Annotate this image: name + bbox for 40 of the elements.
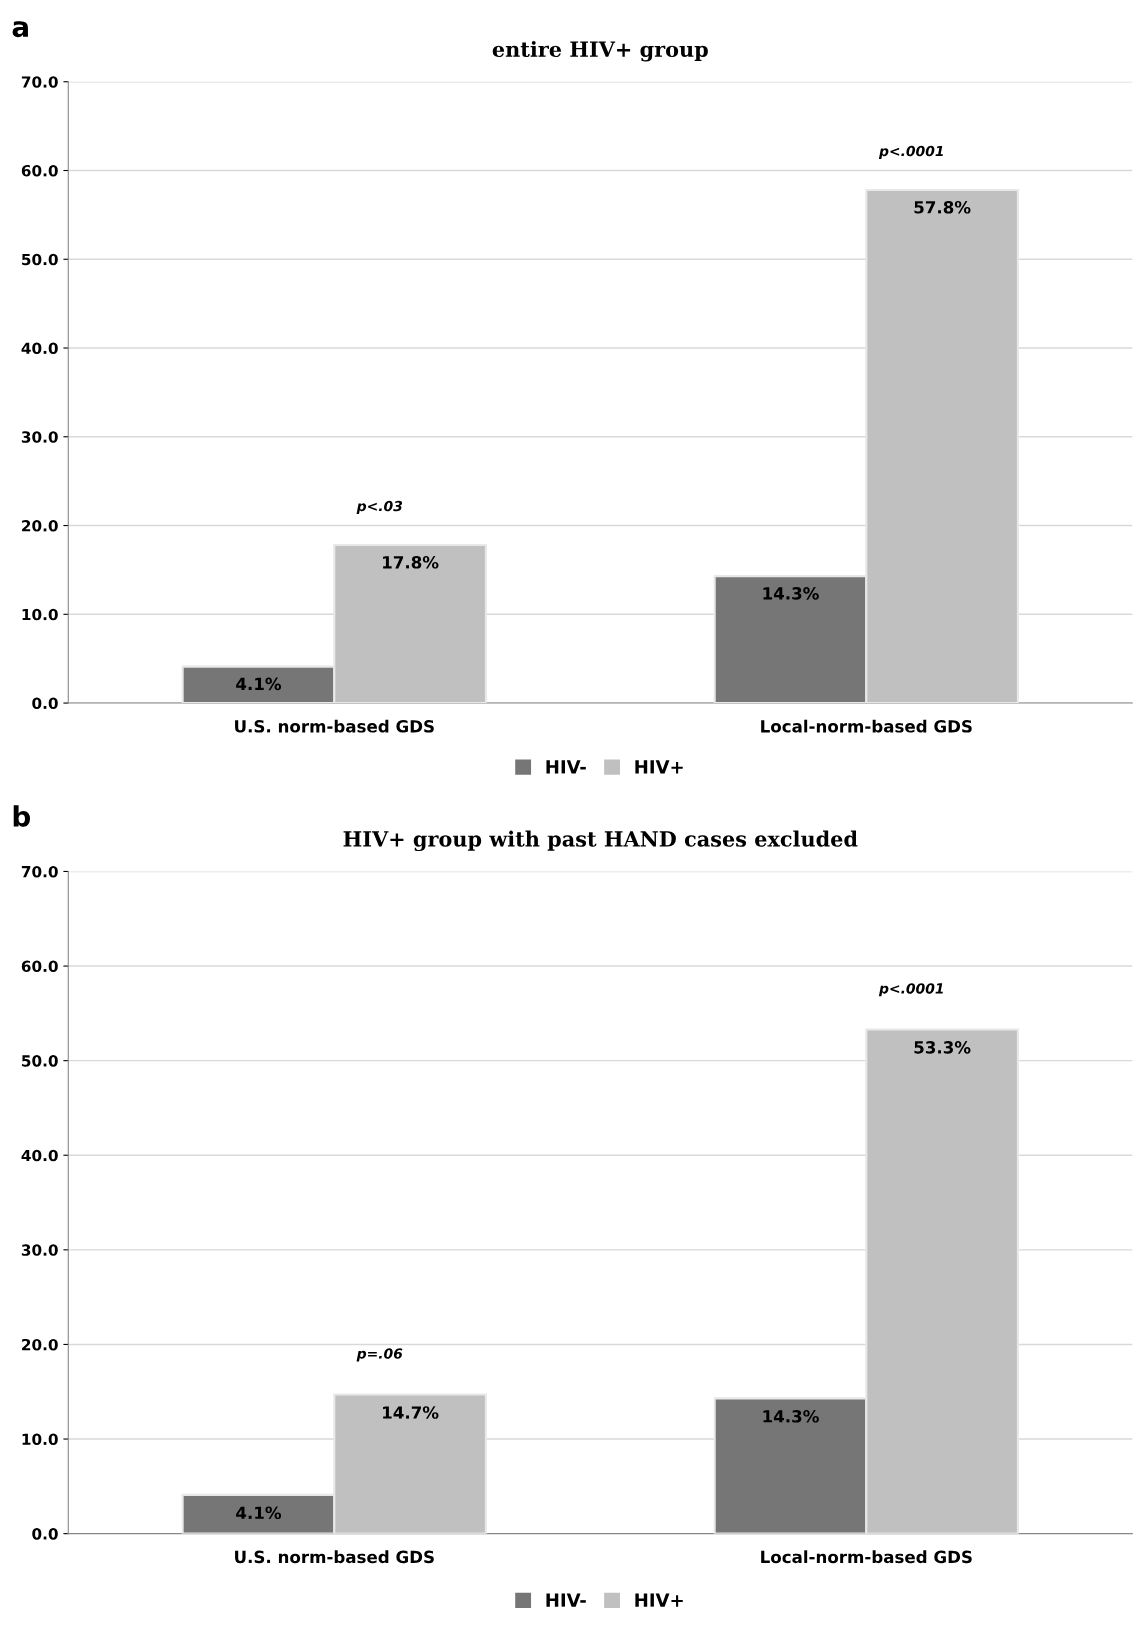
- annotation: p<.03: [356, 500, 403, 514]
- data-label: 53.3%: [914, 1041, 971, 1054]
- data-label: 14.3%: [763, 587, 819, 600]
- y-tick-label: 20.0: [22, 520, 58, 532]
- y-tick-label: 10.0: [22, 608, 58, 621]
- legend-label: HIV-: [546, 760, 586, 774]
- data-label: 14.7%: [383, 1406, 439, 1419]
- text: b: [13, 805, 31, 827]
- x-tick-label: Local-norm-based GDS: [761, 719, 972, 733]
- legend-label: HIV+: [635, 760, 683, 774]
- y-tick-label: 30.0: [21, 431, 58, 443]
- data-label: 4.1%: [236, 1506, 282, 1520]
- legend-label: HIV-: [546, 1593, 586, 1607]
- y-tick-label: 40.0: [21, 1149, 58, 1162]
- y-tick-label: 70.0: [21, 76, 58, 88]
- y-tick-label: 70.0: [21, 865, 58, 878]
- y-tick-label: 40.0: [21, 342, 58, 355]
- data-label: 57.8%: [914, 200, 971, 214]
- data-label: 14.3%: [763, 1410, 819, 1423]
- y-tick-label: 0.0: [32, 1528, 58, 1540]
- annotation: p<.0001: [878, 145, 943, 159]
- y-tick-label: 0.0: [32, 697, 58, 710]
- y-tick-label: 50.0: [22, 1055, 58, 1067]
- x-tick-label: U.S. norm-based GDS: [235, 719, 434, 733]
- y-tick-label: 60.0: [21, 164, 58, 177]
- data-label: 17.8%: [383, 556, 439, 569]
- y-tick-label: 50.0: [22, 253, 58, 266]
- data-label: 4.1%: [236, 677, 282, 691]
- annotation: p<.0001: [878, 983, 943, 997]
- y-tick-label: 30.0: [21, 1244, 58, 1256]
- x-tick-label: U.S. norm-based GDS: [235, 1550, 434, 1564]
- annotation: p=.06: [356, 1348, 403, 1362]
- chart-title: HIV+ group with past HAND cases excluded: [343, 830, 858, 852]
- text: a: [12, 21, 28, 38]
- legend-label: HIV+: [635, 1593, 683, 1607]
- y-tick-label: 20.0: [22, 1338, 58, 1351]
- chart-title: entire HIV+ group: [492, 40, 708, 62]
- y-tick-label: 60.0: [21, 960, 58, 973]
- x-tick-label: Local-norm-based GDS: [761, 1550, 972, 1564]
- y-tick-label: 10.0: [22, 1433, 58, 1446]
